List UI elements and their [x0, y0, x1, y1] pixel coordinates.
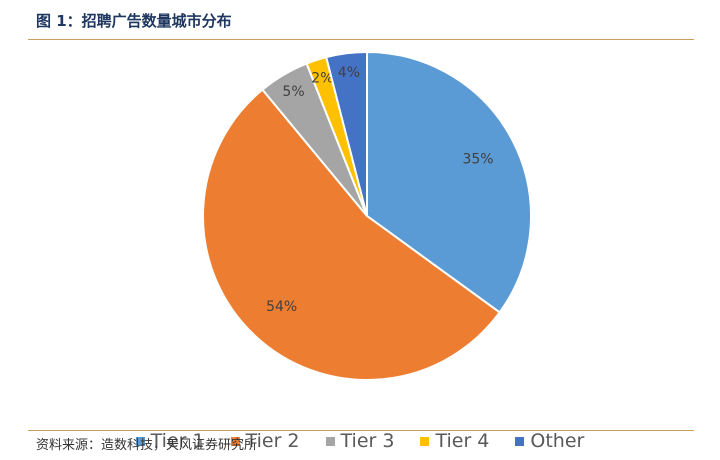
legend-item-other: Other — [515, 430, 584, 452]
legend-swatch — [135, 436, 145, 446]
legend-swatch — [420, 436, 430, 446]
legend-swatch — [230, 436, 240, 446]
legend-label: Tier 1 — [150, 430, 205, 452]
legend-swatch — [515, 436, 525, 446]
pie-chart: 35% 54% 5% 2% 4% Tier 1 Tier 2 Tier 3 Tier 4 Oth… — [0, 40, 720, 452]
pie-slice-tier-2 — [202, 88, 502, 381]
legend-item-tier-4: Tier 4 — [420, 430, 489, 452]
legend-swatch — [325, 436, 335, 446]
data-label-tier-3: 5% — [282, 84, 304, 100]
top-divider — [28, 39, 694, 40]
chart-legend: Tier 1 Tier 2 Tier 3 Tier 4 Other — [0, 426, 720, 456]
data-label-tier-2: 54% — [266, 299, 297, 315]
legend-item-tier-2: Tier 2 — [230, 430, 300, 452]
pie-slice-other — [324, 50, 368, 217]
legend-item-tier-1: Tier 1 — [135, 430, 205, 452]
legend-label: Tier 4 — [435, 430, 490, 452]
source-note: 资料来源：造数科技，天风证券研究所 — [36, 438, 258, 453]
legend-label: Tier 2 — [245, 430, 300, 452]
pie-slice-tier-1 — [366, 50, 532, 314]
pie-chart-svg: 35% 54% 5% 2% 4% — [202, 50, 532, 381]
data-label-tier-4: 2% — [311, 71, 333, 87]
legend-label: Other — [530, 430, 585, 452]
legend-label: Tier 3 — [340, 430, 395, 452]
legend-item-tier-3: Tier 3 — [325, 430, 395, 452]
data-label-tier-1: 35% — [462, 151, 493, 167]
figure-title: 图 1：招聘广告数量城市分布 — [36, 12, 232, 30]
data-label-other: 4% — [338, 65, 360, 81]
bottom-divider — [28, 430, 694, 431]
